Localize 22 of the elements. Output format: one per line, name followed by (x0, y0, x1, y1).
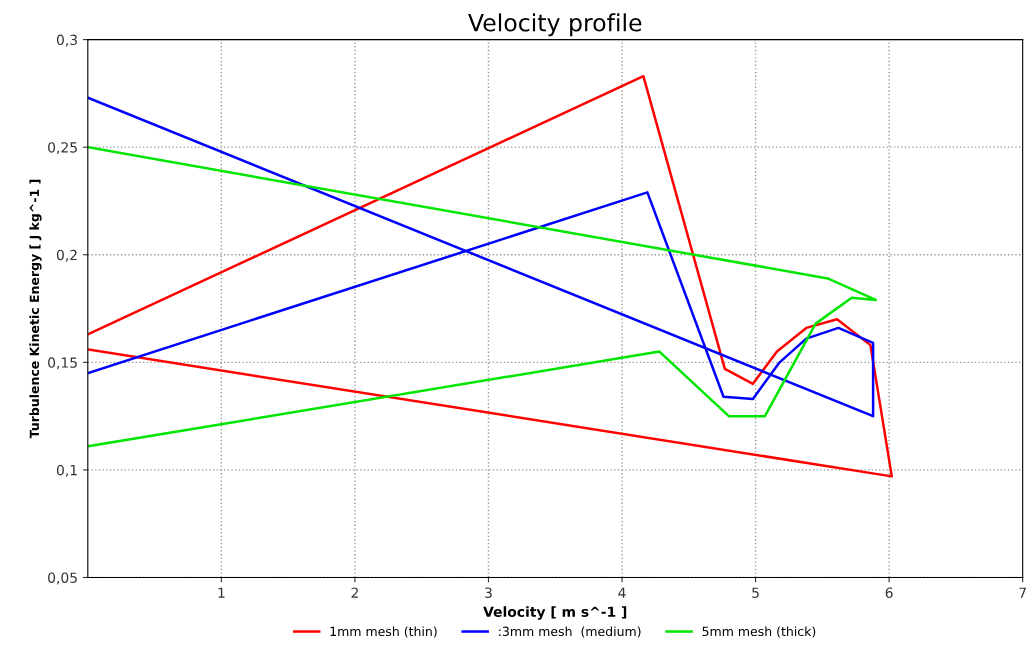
line-series (87, 74, 894, 478)
y-tick-label: 0,05 (48, 572, 77, 585)
y-tick-label: 0,25 (48, 142, 77, 155)
y-axis-title: Turbulence Kinetic Energy [ J kg^-1 ] (29, 179, 42, 439)
x-tick-label: 4 (618, 587, 626, 598)
x-tick-label: 7 (1019, 587, 1026, 598)
chart-title: Velocity profile (468, 13, 642, 37)
y-tick-label: 0,3 (56, 34, 77, 47)
x-tick-label: 3 (485, 587, 492, 598)
x-tick-label: 1 (218, 587, 225, 598)
y-tick-label: 0,1 (56, 464, 77, 477)
y-tick-label: 0,15 (48, 357, 77, 370)
legend-label: 1mm mesh (thin) (330, 626, 437, 638)
x-tick-label: 2 (351, 587, 358, 598)
line-series (87, 96, 875, 418)
legend-label: :3mm mesh (medium) (499, 626, 641, 638)
x-axis-title: Velocity [ m s^-1 ] (483, 606, 627, 620)
legend-label: 5mm mesh (thick) (702, 626, 816, 638)
x-tick-label: 5 (752, 587, 759, 598)
y-tick-label: 0,2 (56, 249, 77, 262)
x-tick-label: 6 (885, 587, 893, 598)
line-series (87, 145, 878, 448)
